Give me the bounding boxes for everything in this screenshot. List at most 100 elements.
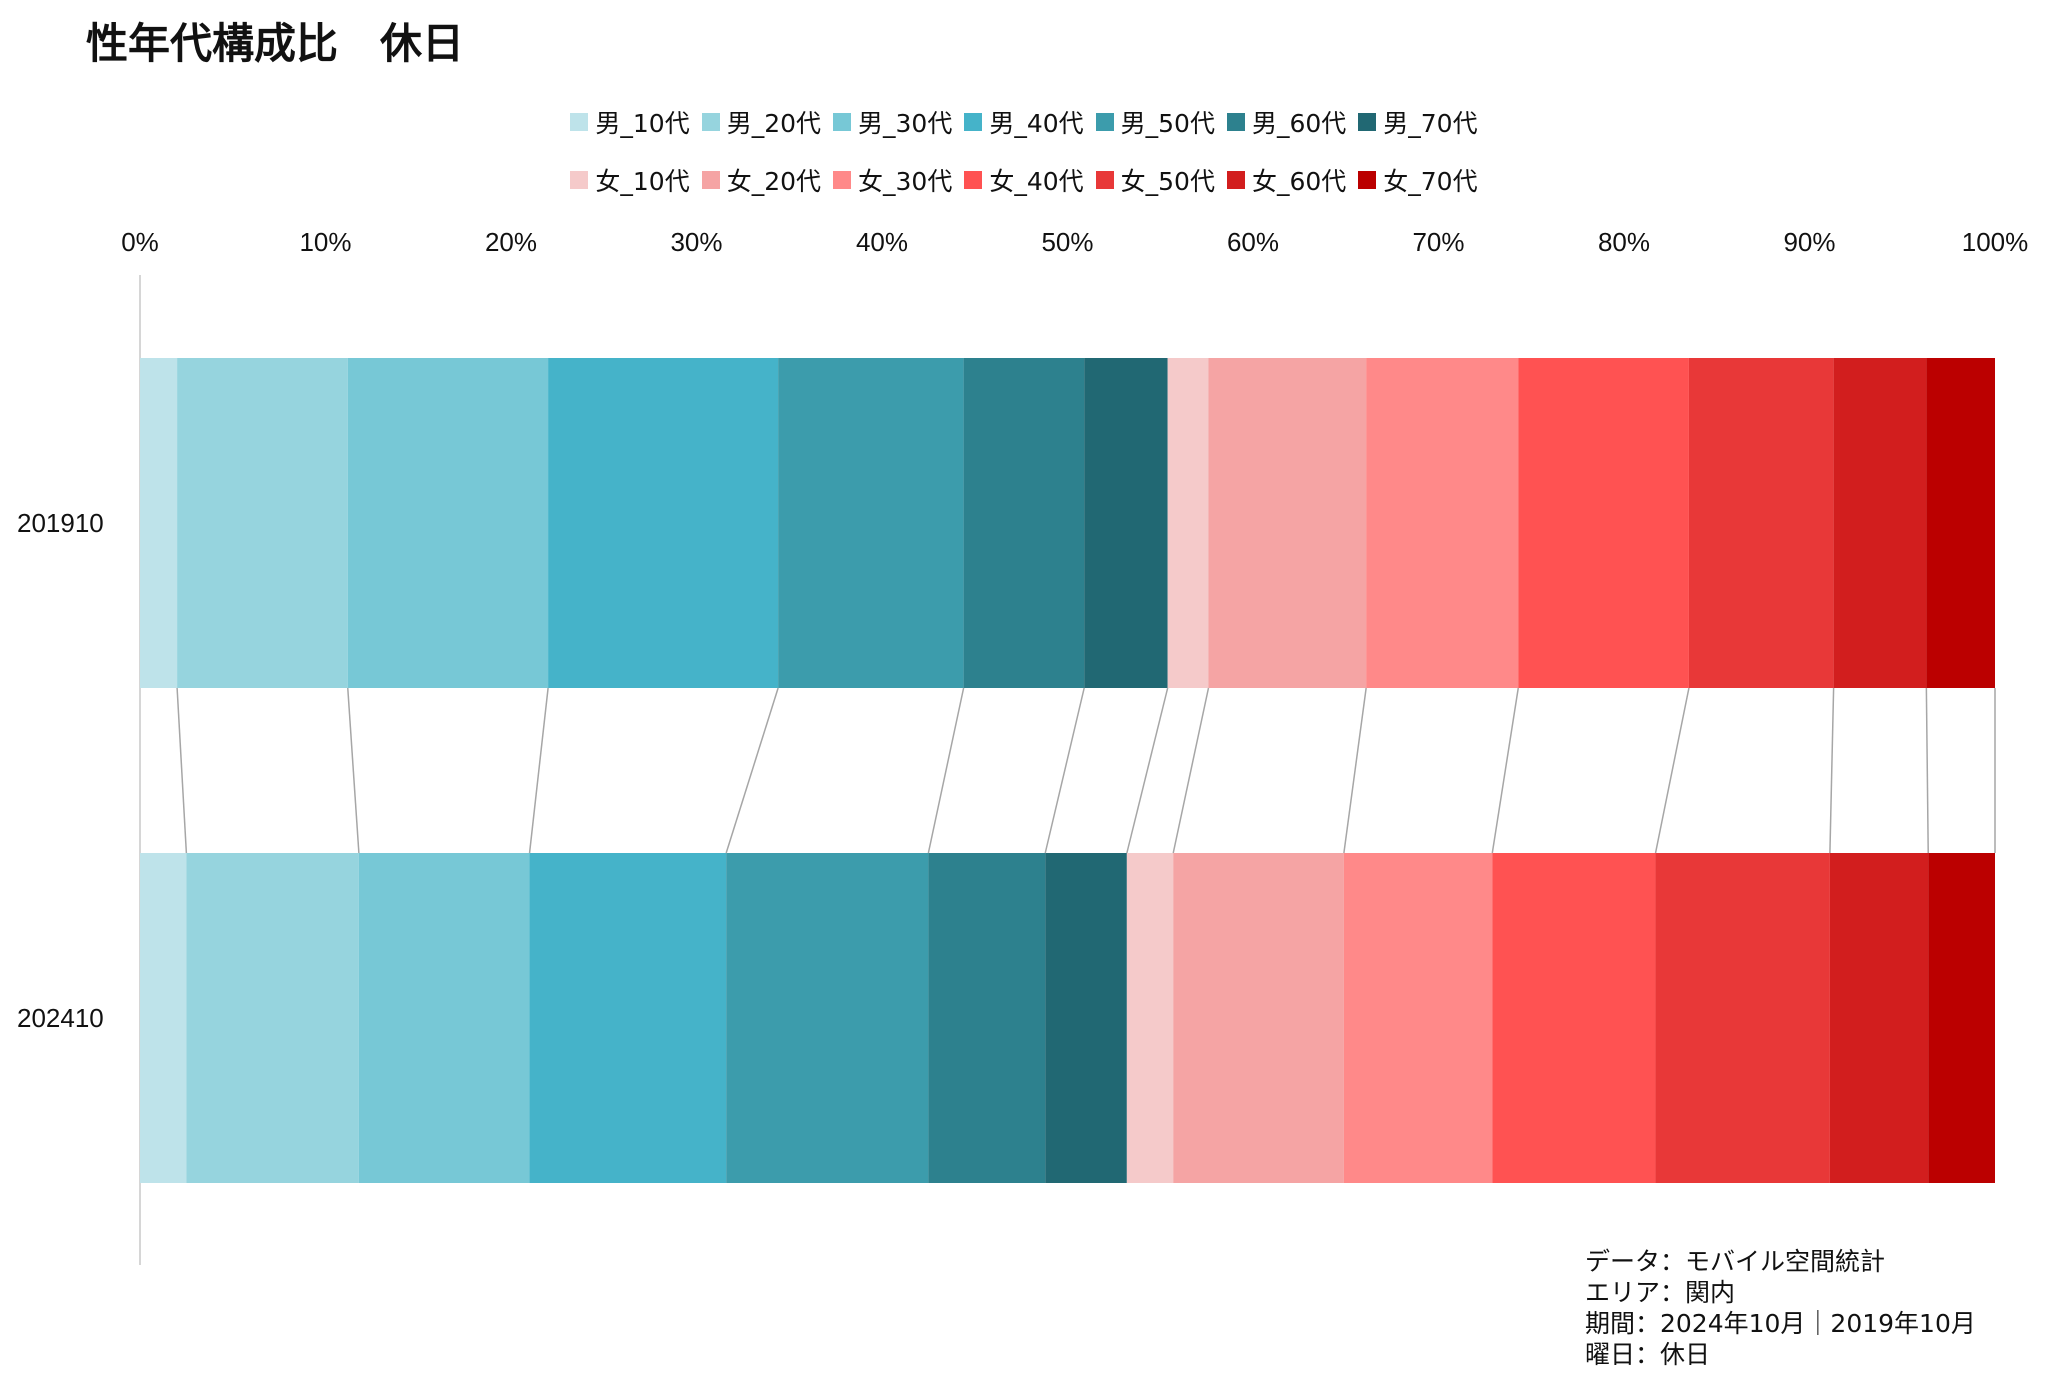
x-tick-label: 10%	[299, 227, 351, 257]
legend-label: 女_30代	[858, 167, 953, 196]
bar-segment	[140, 358, 178, 688]
legend-label: 男_10代	[595, 109, 690, 138]
legend-item: 女_10代	[570, 162, 690, 198]
bar-segment	[358, 853, 530, 1183]
legend-swatch	[833, 113, 852, 131]
legend-item: 女_40代	[964, 162, 1084, 198]
bar-segment	[1343, 853, 1493, 1183]
legend-swatch	[570, 171, 589, 189]
bar-segment	[1084, 358, 1168, 688]
legend-item: 男_20代	[701, 104, 822, 140]
bar-segment	[778, 358, 964, 688]
bar-segment	[1518, 358, 1689, 688]
bar-segment	[1167, 358, 1209, 688]
connector-line	[1172, 687, 1210, 854]
bar-segment	[1829, 853, 1929, 1183]
caption-day: 曜日：休日	[1585, 1340, 1711, 1369]
x-tick-label: 40%	[856, 227, 908, 257]
bar-segment	[928, 853, 1046, 1183]
legend-label: 男_40代	[989, 109, 1084, 138]
legend-swatch	[964, 113, 983, 131]
chart-title: 性年代構成比 休日	[86, 19, 465, 68]
x-tick-label: 90%	[1783, 227, 1835, 257]
legend-item: 男_30代	[833, 104, 952, 140]
connector-line	[1829, 687, 1835, 854]
legend-swatch	[1226, 113, 1245, 131]
legend-label: 男_50代	[1120, 109, 1215, 138]
legend-label: 女_50代	[1120, 167, 1215, 196]
bar-segment	[347, 358, 549, 688]
caption-period: 期間：2024年10月｜2019年10月	[1585, 1309, 1976, 1338]
legend-row-female: 女_10代 女_20代 女_30代 女_40代 女_50代 女_60代 女_70代	[0, 162, 2048, 198]
bar-segment	[1173, 853, 1344, 1183]
connector-line	[1044, 687, 1085, 854]
bar-segment	[1366, 358, 1519, 688]
connector-line	[528, 687, 549, 854]
bar-segment	[140, 853, 187, 1183]
bar-segment	[1045, 853, 1127, 1183]
connector-line	[725, 687, 779, 854]
legend-swatch	[1095, 113, 1114, 131]
legend-label: 男_60代	[1251, 109, 1347, 138]
legend-row-male: 男_10代 男_20代 男_30代 男_40代 男_50代 男_60代 男_70代	[0, 104, 2048, 140]
bar-segment	[963, 358, 1085, 688]
connector-line	[347, 687, 360, 854]
legend-label: 女_10代	[595, 167, 690, 196]
bar-segment	[548, 358, 779, 688]
x-tick-label: 50%	[1041, 227, 1093, 257]
legend-label: 男_30代	[858, 109, 953, 138]
connector-line	[176, 687, 188, 854]
bar-segment	[529, 853, 727, 1183]
x-tick-label: 60%	[1227, 227, 1279, 257]
legend-item: 男_70代	[1358, 104, 1478, 140]
connector-line	[927, 687, 965, 854]
legend-label: 女_20代	[726, 167, 822, 196]
legend-swatch	[833, 171, 852, 189]
legend-swatch	[1095, 171, 1114, 189]
bar-segment	[1926, 358, 1995, 688]
legend-label: 女_40代	[989, 167, 1084, 196]
legend-item: 男_60代	[1226, 104, 1347, 140]
legend-item: 男_40代	[964, 104, 1084, 140]
connector-line	[1654, 687, 1690, 854]
legend-label: 男_20代	[726, 109, 822, 138]
legend-label: 男_70代	[1383, 109, 1478, 138]
bar-segment	[1492, 853, 1656, 1183]
legend-swatch	[1358, 113, 1377, 131]
legend-item: 女_20代	[701, 162, 822, 198]
legend-swatch	[701, 113, 720, 131]
caption-block: データ：モバイル空間統計 エリア：関内 期間：2024年10月｜2019年10月…	[1585, 1246, 1976, 1370]
connector-line	[1126, 687, 1169, 854]
legend-swatch	[701, 171, 720, 189]
y-tick-label: 201910	[17, 508, 104, 538]
legend-swatch	[1226, 171, 1245, 189]
x-tick-label: 100%	[1962, 227, 2029, 257]
bar-segment	[1126, 853, 1174, 1183]
caption-data-source: データ：モバイル空間統計	[1585, 1247, 1886, 1276]
x-tick-label: 20%	[485, 227, 537, 257]
x-tick-label: 30%	[670, 227, 722, 257]
legend-item: 女_70代	[1358, 162, 1478, 198]
x-tick-label: 0%	[121, 227, 159, 257]
bar-segment	[1688, 358, 1834, 688]
legend-item: 女_30代	[833, 162, 952, 198]
bar-segment	[1928, 853, 1995, 1183]
bar-segment	[1833, 358, 1927, 688]
x-tick-label: 80%	[1598, 227, 1650, 257]
caption-area: エリア：関内	[1585, 1278, 1736, 1307]
connector-line	[1925, 687, 1929, 854]
legend-item: 女_50代	[1095, 162, 1215, 198]
bar-segment	[726, 853, 929, 1183]
legend-swatch	[570, 113, 589, 131]
bar-segment	[177, 358, 348, 688]
y-tick-label: 202410	[17, 1003, 104, 1033]
bar-segment	[1208, 358, 1367, 688]
connector-line	[1343, 687, 1367, 854]
legend-swatch	[964, 171, 983, 189]
legend-label: 女_70代	[1383, 167, 1478, 196]
connector-line	[1491, 687, 1520, 854]
legend-item: 男_50代	[1095, 104, 1215, 140]
legend-label: 女_60代	[1251, 167, 1347, 196]
legend-swatch	[1358, 171, 1377, 189]
